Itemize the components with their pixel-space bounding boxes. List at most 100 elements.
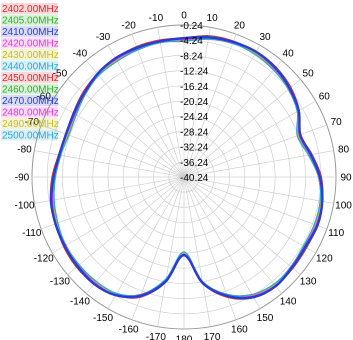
legend-entry: 2500.00MHz [2,131,59,142]
legend-entry: 2405.00MHz [2,16,59,27]
radial-tick-label: -8.24 [180,51,203,62]
legend-swatch [1,3,58,14]
legend-swatch [1,106,58,118]
legend-entry: 2402.00MHz [2,4,59,15]
grid-spoke [67,176,185,275]
radial-tick-labels: -0.24 -4.24 -8.24 -12.24 -16.24 -20.24 -24.24 -… [180,21,209,184]
radial-tick-label: -0.24 [180,21,203,32]
grid-spoke [183,176,301,275]
angle-tick-label: 0 [181,11,187,22]
radial-tick-label: -40.24 [180,173,209,184]
legend-entry: 2460.00MHz [2,85,59,96]
angle-tick-label: -30 [96,32,111,43]
grid-spoke [183,176,327,230]
grid-spoke [183,176,261,309]
angle-tick-label: 150 [257,313,274,324]
grid-spoke [86,176,185,294]
legend-swatch [1,49,58,60]
angle-tick-label: 20 [234,20,246,31]
angle-tick-label: 80 [338,144,350,155]
grid-spoke [52,176,185,254]
angle-tick-label: 170 [204,332,221,340]
grid-spoke [67,79,185,178]
angle-tick-label: -150 [93,313,113,324]
grid-spoke [183,124,327,178]
series-2500.00MHz [53,38,322,297]
legend-entry: 2440.00MHz [2,62,59,73]
angle-tick-label: -90 [15,173,30,184]
angle-tick-label: 60 [319,92,331,103]
angle-tick-label: -50 [53,68,68,79]
grid-spoke [86,60,185,178]
series-2410.00MHz [49,35,324,300]
angle-tick-label: -20 [121,20,136,31]
legend-swatch [1,118,58,129]
angle-tick-label: 40 [283,48,295,59]
polar-grid [31,24,337,330]
grid-spoke [107,176,185,309]
legend-entry: 2420.00MHz [2,39,59,50]
grid-spoke [183,79,301,178]
grid-spoke [107,45,185,178]
angle-tick-label: -120 [34,254,54,265]
grid-spoke [183,60,282,178]
angle-tick-label: -100 [14,201,34,212]
legend-entry: 2450.00MHz [2,73,59,84]
grid-spoke [183,100,316,178]
angle-tick-label: 70 [331,117,343,128]
angle-tick-label: 130 [300,277,317,288]
radial-tick-label: -28.24 [180,127,209,138]
legend-entry: 2490.00MHz [2,119,59,130]
legend-entry: 2410.00MHz [2,27,59,38]
angle-tick-label: 140 [280,297,297,308]
legend-swatch [1,60,58,72]
grid-spoke [157,176,185,327]
angle-tick-label: -170 [146,332,166,340]
angle-tick-label: -140 [70,297,90,308]
angle-tick-label: -10 [149,13,164,24]
legend-entry: 2480.00MHz [2,108,59,119]
grid-spoke [131,34,185,178]
grid-spoke [41,176,185,230]
legend-swatch [1,26,58,37]
grid-spoke [183,27,211,178]
legend-entry: 2430.00MHz [2,50,59,61]
legend-swatch [1,37,58,49]
radial-tick-label: -24.24 [180,112,209,123]
grid-spoke [183,45,261,178]
legend: 2402.00MHz2405.00MHz2410.00MHz2420.00MHz… [1,3,59,142]
grid-spoke [157,27,185,178]
angle-tick-label: 120 [316,254,333,265]
radial-tick-label: -32.24 [180,143,209,154]
angle-tick-label: 180 [176,335,193,340]
angle-tick-label: 10 [207,13,219,24]
grid-spoke [183,176,334,204]
angle-tick-label: -60 [36,92,51,103]
grid-spoke [34,176,185,204]
series-traces [49,35,324,300]
angle-tick-label: -80 [17,144,32,155]
angle-tick-label: 160 [231,325,248,336]
angle-tick-label: 90 [340,173,352,184]
grid-spoke [183,176,316,254]
angle-tick-label: -110 [22,228,42,239]
legend-swatch [1,95,58,106]
angle-tick-label: 30 [259,32,271,43]
angle-tick-label: 50 [303,68,315,79]
angle-tick-label: -70 [25,117,40,128]
radial-tick-label: -4.24 [180,36,203,47]
angle-tick-label: -160 [119,325,139,336]
legend-swatch [1,14,58,26]
legend-swatch [1,83,58,95]
angle-tick-label: -40 [73,48,88,59]
legend-swatch [1,129,58,141]
grid-spoke [183,176,211,327]
legend-entry: 2470.00MHz [2,96,59,107]
angle-tick-label: 110 [328,228,344,239]
radial-tick-label: -36.24 [180,158,209,169]
radial-tick-label: -20.24 [180,97,209,108]
grid-spoke [183,34,237,178]
radial-tick-label: -16.24 [180,82,209,93]
